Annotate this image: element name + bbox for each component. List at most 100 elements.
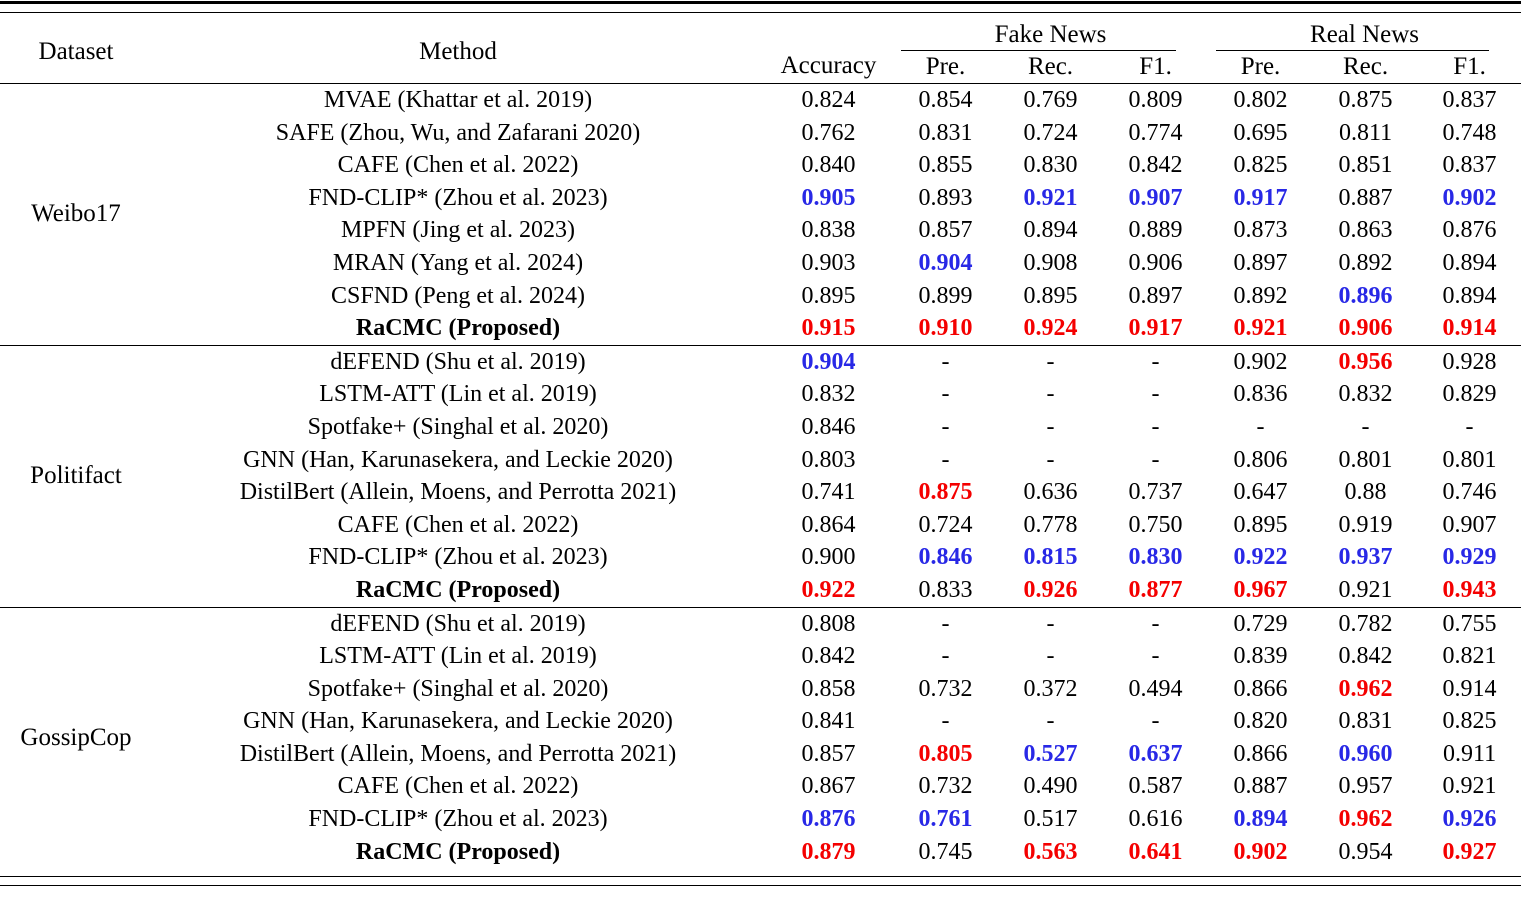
accuracy-value: 0.922 <box>801 576 856 603</box>
accuracy-value: 0.840 <box>801 152 856 179</box>
method-label: LSTM-ATT (Lin et al. 2019) <box>319 381 597 408</box>
metric-value: 0.811 <box>1338 119 1393 146</box>
metric-value: 0.929 <box>1442 544 1497 571</box>
metric-value: - <box>941 708 950 735</box>
method-label: FND-CLIP* (Zhou et al. 2023) <box>308 544 608 571</box>
metric-value: 0.837 <box>1442 152 1497 179</box>
metric-value: 0.832 <box>1338 381 1393 408</box>
metric-value: 0.876 <box>1442 217 1497 244</box>
metric-value: 0.857 <box>918 217 973 244</box>
metric-value: 0.748 <box>1442 119 1497 146</box>
table-header: Dataset Method Accuracy Fake News Real N… <box>0 21 1521 84</box>
accuracy-value: 0.741 <box>801 479 856 506</box>
metric-value: 0.894 <box>1023 217 1078 244</box>
metric-value: 0.875 <box>1338 87 1393 113</box>
bottom-rule-outer <box>0 876 1521 878</box>
metric-value: 0.839 <box>1233 643 1288 670</box>
table-row: RaCMC (Proposed) 0.922 0.833 0.926 0.877 0.96… <box>0 574 1521 607</box>
real-news-group-label: Real News <box>1310 21 1420 48</box>
method-label: DistilBert (Allein, Moens, and Perrotta … <box>239 479 677 506</box>
metric-value: 0.889 <box>1128 217 1183 244</box>
accuracy-value: 0.879 <box>801 838 856 865</box>
table-row: LSTM-ATT (Lin et al. 2019) 0.842 - - - 0.839 0… <box>0 640 1521 673</box>
method-label: RaCMC (Proposed) <box>355 838 561 865</box>
metric-value: 0.782 <box>1313 606 1419 641</box>
metric-value: 0.372 <box>1023 675 1078 702</box>
metric-value: 0.836 <box>1233 381 1288 408</box>
dataset-label: Politifact <box>0 344 152 607</box>
metric-value: - <box>1151 446 1160 473</box>
metric-value: 0.806 <box>1233 446 1288 473</box>
metric-value: 0.842 <box>1338 643 1393 670</box>
metric-value: 0.914 <box>1442 315 1497 342</box>
metric-value: 0.910 <box>918 315 973 342</box>
metric-value: 0.846 <box>918 544 973 571</box>
metric-value: 0.887 <box>1338 184 1393 211</box>
method-label: GNN (Han, Karunasekera, and Leckie 2020) <box>243 446 673 473</box>
metric-value: 0.902 <box>1208 344 1314 379</box>
accuracy-value: 0.864 <box>801 511 856 538</box>
metric-value: 0.924 <box>1023 315 1078 342</box>
metric-value: - <box>1465 413 1474 440</box>
method-label: GNN (Han, Karunasekera, and Leckie 2020) <box>243 708 673 735</box>
accuracy-value: 0.842 <box>801 643 856 670</box>
table-body: Weibo17 MVAE (Khattar et al. 2019) 0.824 0.… <box>0 84 1521 869</box>
metric-value: 0.837 <box>1442 87 1497 113</box>
method-label: dEFEND (Shu et al. 2019) <box>152 344 764 379</box>
accuracy-value: 0.900 <box>801 544 856 571</box>
accuracy-value: 0.857 <box>801 740 856 767</box>
metric-value: 0.801 <box>1442 446 1497 473</box>
table-row: FND-CLIP* (Zhou et al. 2023) 0.905 0.893 0.… <box>0 182 1521 215</box>
bottom-rule-inner <box>0 885 1521 887</box>
col-header-accuracy: Accuracy <box>764 21 893 84</box>
metric-value: 0.769 <box>1023 87 1078 113</box>
metric-value: 0.637 <box>1128 740 1183 767</box>
metric-value: 0.724 <box>1023 119 1078 146</box>
col-header-fake-f1: F1. <box>1103 51 1209 84</box>
metric-value: 0.892 <box>1233 282 1288 309</box>
metric-value: 0.943 <box>1442 576 1497 603</box>
metric-value: - <box>1256 413 1265 440</box>
metric-value: 0.899 <box>918 282 973 309</box>
metric-value: 0.820 <box>1233 708 1288 735</box>
table-row: Spotfake+ (Singhal et al. 2020) 0.858 0.73… <box>0 673 1521 706</box>
table-row: FND-CLIP* (Zhou et al. 2023) 0.876 0.761 0.… <box>0 803 1521 836</box>
method-label: RaCMC (Proposed) <box>355 315 561 342</box>
results-table: Dataset Method Accuracy Fake News Real N… <box>0 21 1521 869</box>
metric-value: 0.829 <box>1442 381 1497 408</box>
metric-value: - <box>893 606 998 641</box>
metric-value: - <box>998 606 1103 641</box>
metric-value: - <box>941 446 950 473</box>
metric-value: - <box>1046 381 1055 408</box>
metric-value: 0.641 <box>1128 838 1183 865</box>
col-header-fake-rec: Rec. <box>998 51 1103 84</box>
method-label: CSFND (Peng et al. 2024) <box>331 282 585 309</box>
metric-value: 0.894 <box>1442 249 1497 276</box>
metric-value: 0.906 <box>1338 315 1393 342</box>
table-row: Weibo17 MVAE (Khattar et al. 2019) 0.824 0.… <box>0 84 1521 227</box>
metric-value: 0.908 <box>1023 249 1078 276</box>
metric-value: - <box>1151 413 1160 440</box>
table-row: SAFE (Zhou, Wu, and Zafarani 2020) 0.762 0… <box>0 117 1521 150</box>
accuracy-value: 0.762 <box>801 119 856 146</box>
metric-value: 0.962 <box>1338 675 1393 702</box>
metric-value: - <box>941 643 950 670</box>
metric-value: 0.922 <box>1233 544 1288 571</box>
metric-value: 0.892 <box>1338 249 1393 276</box>
metric-value: 0.866 <box>1233 675 1288 702</box>
accuracy-value: 0.905 <box>801 184 856 211</box>
metric-value: 0.855 <box>918 152 973 179</box>
metric-value: 0.873 <box>1233 217 1288 244</box>
table-row: GossipCop dEFEND (Shu et al. 2019) 0.808- -… <box>0 606 1521 869</box>
metric-value: 0.921 <box>1338 576 1393 603</box>
metric-value: 0.962 <box>1338 806 1393 833</box>
metric-value: - <box>1361 413 1370 440</box>
fake-news-cmidrule <box>901 50 1177 51</box>
table-row: Spotfake+ (Singhal et al. 2020) 0.846 - - - -… <box>0 411 1521 444</box>
metric-value: 0.825 <box>1442 708 1497 735</box>
metric-value: 0.863 <box>1338 217 1393 244</box>
method-label: CAFE (Chen et al. 2022) <box>337 773 579 800</box>
metric-value: 0.866 <box>1233 740 1288 767</box>
metric-value: 0.802 <box>1233 87 1288 113</box>
metric-value: 0.894 <box>1442 282 1497 309</box>
